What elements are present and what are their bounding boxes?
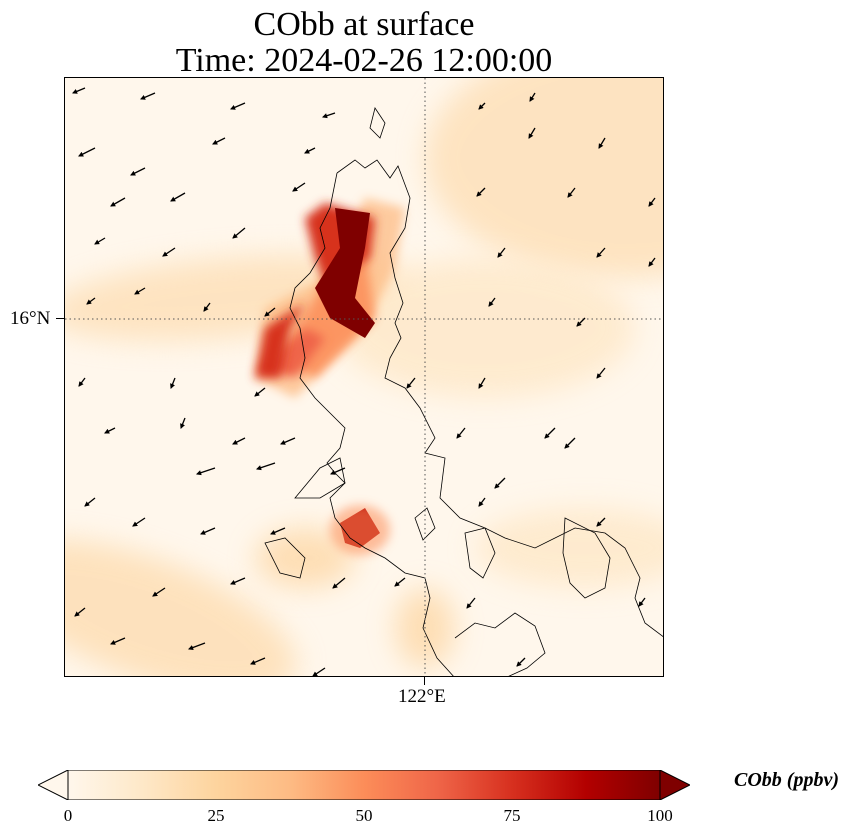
wind-arrow [596, 247, 606, 258]
wind-arrow [312, 667, 326, 676]
wind-arrow [576, 317, 586, 327]
wind-arrow [292, 182, 306, 192]
wind-arrow [330, 467, 346, 475]
wind-arrow [648, 257, 656, 267]
colorbar-label: CObb (ppbv) [734, 769, 839, 791]
colorbar-tick-25: 25 [207, 806, 225, 825]
wind-arrow [180, 417, 186, 429]
wind-arrow [78, 147, 96, 157]
colorbar-gradient [67, 770, 661, 800]
coastlines [264, 107, 663, 676]
wind-arrow [497, 247, 506, 258]
map-panel [64, 77, 664, 677]
wind-arrow [86, 297, 96, 305]
wind-arrow [494, 477, 506, 489]
wind-arrow [598, 137, 606, 149]
wind-arrow [528, 127, 536, 139]
wind-arrow [132, 517, 146, 527]
wind-arrow [478, 377, 486, 389]
wind-arrow [478, 497, 486, 507]
wind-arrow [134, 287, 146, 295]
colorbar-extend-min [38, 770, 69, 800]
wind-arrow [332, 577, 346, 589]
wind-arrow [94, 237, 106, 245]
wind-arrow [322, 112, 336, 119]
wind-arrow [264, 307, 276, 317]
wind-arrow [230, 577, 246, 585]
map-subtitle-time: Time: 2024-02-26 12:00:00 [175, 42, 553, 79]
cobb-field [65, 78, 663, 676]
wind-arrow [110, 197, 126, 207]
wind-arrow [230, 102, 246, 110]
colorbar-tick-100: 100 [647, 806, 673, 825]
wind-arrow [394, 577, 406, 587]
wind-arrow [170, 377, 176, 389]
wind-arrow [130, 167, 146, 176]
lon-tick-mark [424, 677, 425, 685]
wind-arrow [72, 87, 86, 94]
wind-arrow [104, 427, 116, 434]
wind-arrow [596, 517, 606, 527]
wind-arrow [203, 302, 211, 312]
wind-arrow [232, 227, 246, 239]
wind-arrow [162, 247, 176, 257]
wind-arrow [232, 437, 246, 445]
colorbar-tick-50: 50 [355, 806, 373, 825]
wind-arrow [250, 657, 266, 665]
wind-arrow [212, 137, 226, 145]
wind-arrow [567, 187, 576, 198]
wind-arrow [84, 497, 96, 507]
map-title: CObb at surface [253, 6, 475, 43]
wind-arrow [564, 437, 576, 449]
wind-arrow [516, 657, 526, 667]
wind-arrow [478, 102, 486, 110]
colorbar-tick-0: 0 [63, 806, 73, 825]
wind-arrow [648, 197, 656, 207]
wind-arrow [188, 642, 206, 650]
wind-arrow [270, 527, 286, 535]
wind-arrow [78, 377, 86, 387]
wind-arrow [254, 387, 266, 397]
wind-arrow [110, 637, 126, 645]
wind-arrow [280, 437, 296, 445]
colorbar-extend-max [659, 770, 690, 800]
wind-arrow [466, 597, 476, 609]
wind-arrow [406, 377, 416, 389]
wind-arrow [256, 462, 276, 471]
wind-arrow [544, 427, 556, 439]
wind-vectors [72, 87, 656, 676]
map-canvas [65, 78, 663, 676]
graticule [65, 78, 663, 676]
wind-arrow [596, 367, 606, 379]
wind-arrow [529, 92, 536, 102]
wind-arrow [488, 297, 496, 307]
lat-tick-mark [56, 318, 64, 319]
wind-arrow [196, 467, 216, 476]
wind-arrow [140, 92, 156, 100]
wind-arrow [152, 587, 166, 597]
wind-arrow [200, 527, 216, 535]
wind-arrow [74, 607, 86, 617]
lat-tick-label: 16°N [10, 308, 51, 329]
lon-tick-label: 122°E [398, 686, 446, 707]
wind-arrow [170, 192, 186, 202]
colorbar-tick-75: 75 [503, 806, 521, 825]
wind-arrow [638, 597, 646, 607]
wind-arrow [456, 427, 466, 439]
wind-arrow [476, 187, 486, 197]
colorbar [38, 770, 690, 800]
wind-arrow [304, 147, 316, 154]
